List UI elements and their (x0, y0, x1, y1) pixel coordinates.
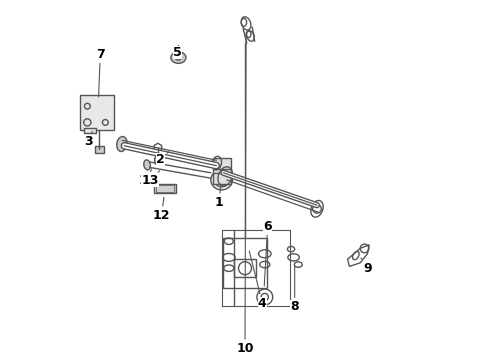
Text: 3: 3 (84, 131, 93, 148)
Text: 1: 1 (215, 187, 223, 209)
Ellipse shape (155, 155, 161, 165)
Text: 13: 13 (141, 171, 160, 187)
Text: 10: 10 (236, 33, 254, 355)
Ellipse shape (144, 160, 150, 170)
Bar (80, 95, 114, 130)
Polygon shape (347, 245, 369, 266)
Bar (234, 259, 256, 277)
Ellipse shape (211, 170, 232, 190)
Text: 6: 6 (263, 220, 272, 286)
Ellipse shape (117, 136, 127, 152)
Bar (95, 146, 104, 153)
Text: 4: 4 (249, 251, 267, 310)
Text: 2: 2 (156, 152, 169, 166)
Text: 12: 12 (153, 197, 170, 222)
Ellipse shape (171, 52, 186, 63)
Bar (84, 128, 97, 133)
Bar (213, 158, 231, 184)
Bar (223, 238, 267, 288)
Bar (154, 184, 176, 193)
Text: 8: 8 (291, 266, 299, 313)
Text: 11: 11 (138, 169, 156, 187)
Text: 9: 9 (361, 258, 372, 275)
Text: 5: 5 (173, 46, 182, 59)
Polygon shape (154, 143, 162, 152)
Text: 7: 7 (96, 48, 105, 97)
Bar (156, 185, 174, 192)
